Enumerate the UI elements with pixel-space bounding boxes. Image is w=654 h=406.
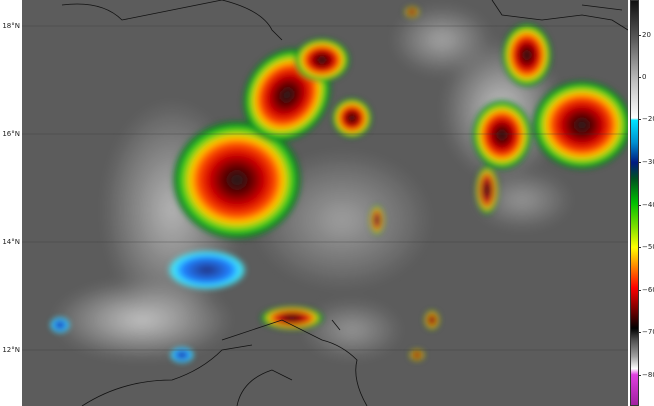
coastlines	[61, 0, 628, 406]
colorbar-tick: −60	[642, 286, 654, 294]
colorbar-tick: −70	[642, 328, 654, 336]
lat-label-18n: 18°N	[2, 22, 20, 30]
colorbar-tick: 0	[642, 73, 647, 81]
lat-label-12n: 12°N	[2, 346, 20, 354]
colorbar-tick: −20	[642, 115, 654, 123]
colorbar-tick: −80	[642, 371, 654, 379]
convective-cells	[50, 6, 628, 363]
satellite-ir-imagery	[22, 0, 628, 406]
colorbar-tick: −40	[642, 201, 654, 209]
lat-label-14n: 14°N	[2, 238, 20, 246]
colorbar-tick: −30	[642, 158, 654, 166]
lat-label-16n: 16°N	[2, 130, 20, 138]
temperature-colorbar	[630, 0, 639, 406]
colorbar-tick: 20	[642, 31, 651, 39]
colorbar-tick: −50	[642, 243, 654, 251]
grid-lines	[22, 25, 628, 351]
